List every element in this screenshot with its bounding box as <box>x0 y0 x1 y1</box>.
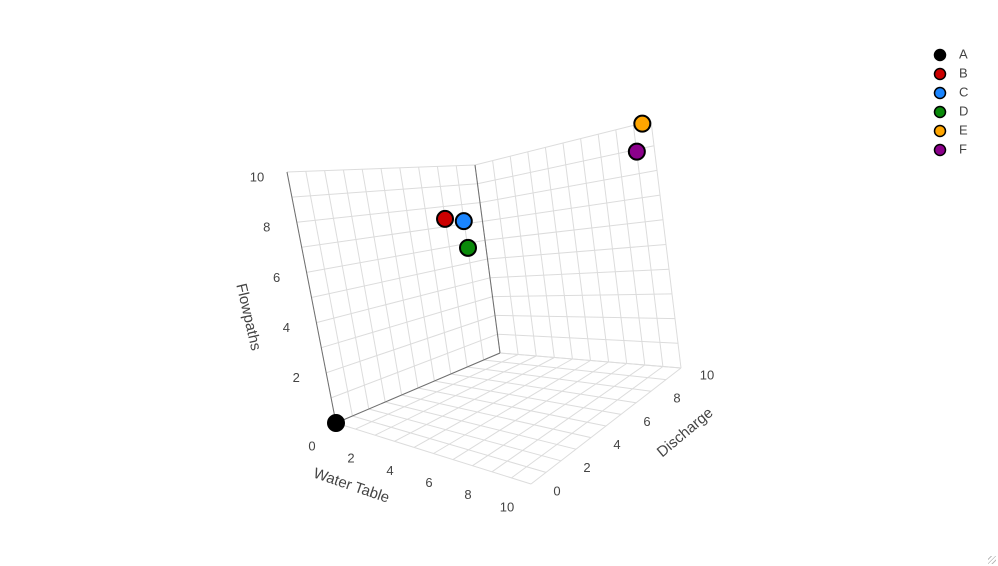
marker-B[interactable] <box>436 209 455 228</box>
left-wall-gridline <box>286 164 476 173</box>
x-tick-label: 6 <box>425 475 432 490</box>
axis-lines <box>286 164 501 424</box>
left-wall-gridline <box>418 167 452 375</box>
y-axis-line <box>335 352 501 424</box>
floor-gridline <box>452 361 609 461</box>
y-tick-label: 2 <box>583 460 590 475</box>
back-wall-gridline <box>650 120 682 369</box>
legend-marker-B[interactable] <box>933 67 947 81</box>
x-tick-label: 0 <box>308 438 315 453</box>
marker-A[interactable] <box>327 414 345 432</box>
floor-gridline <box>483 359 667 381</box>
x-tick-label: 8 <box>464 487 471 502</box>
legend-marker-E[interactable] <box>933 124 947 138</box>
floor-gridline <box>491 364 646 473</box>
legend-label-B[interactable]: B <box>959 65 968 80</box>
floor-gridline <box>530 367 682 485</box>
back-wall-gridline <box>474 120 652 166</box>
back-wall-gridline <box>597 134 628 364</box>
left-wall-gridline <box>306 239 486 273</box>
legend-label-F[interactable]: F <box>959 141 967 156</box>
legend-label-A[interactable]: A <box>959 46 968 61</box>
legend-marker-D[interactable] <box>933 105 947 119</box>
z-tick-label: 2 <box>293 370 300 385</box>
y-tick-label: 8 <box>673 391 680 406</box>
y-tick-label: 4 <box>613 437 620 452</box>
left-wall-gridline <box>436 166 468 368</box>
left-wall-gridline <box>291 183 478 198</box>
back-wall-gridline <box>615 129 646 366</box>
left-wall-gridline <box>399 167 435 382</box>
z-tick-label: 8 <box>263 220 270 235</box>
floor-gridline <box>467 366 652 392</box>
back-wall-gridline <box>482 194 661 222</box>
back-wall-gridline <box>479 169 658 204</box>
left-wall-gridline <box>311 258 488 298</box>
left-wall-gridline <box>455 165 485 361</box>
z-axis-title: Flowpaths <box>232 282 264 352</box>
y-axis-title: Discharge <box>654 404 717 460</box>
left-wall-gridline <box>301 220 483 248</box>
marker-F[interactable] <box>627 142 646 161</box>
z-tick-label: 6 <box>273 270 280 285</box>
marker-C[interactable] <box>454 212 473 231</box>
left-wall-gridline <box>296 202 481 223</box>
legend-marker-C[interactable] <box>933 86 947 100</box>
legend-label-C[interactable]: C <box>959 84 968 99</box>
back-wall-gridline <box>477 145 655 185</box>
x-axis-title: Water Table <box>311 465 391 507</box>
floor-gridline <box>499 352 682 369</box>
floor-gridline <box>417 387 607 427</box>
resize-handle-icon[interactable] <box>988 556 996 564</box>
legend-marker-F[interactable] <box>933 143 947 157</box>
y-tick-label: 0 <box>553 483 560 498</box>
floor-gridline <box>472 363 627 467</box>
grid-layer <box>286 120 682 485</box>
y-tick-label: 10 <box>700 367 714 382</box>
x-tick-label: 2 <box>347 451 354 466</box>
y-tick-label: 6 <box>643 414 650 429</box>
z-tick-label: 4 <box>283 320 290 335</box>
legend-marker-A[interactable] <box>933 48 947 62</box>
back-wall-gridline <box>484 219 664 241</box>
x-tick-label: 10 <box>500 499 514 514</box>
z-axis-line <box>286 171 337 424</box>
legend-label-E[interactable]: E <box>959 122 968 137</box>
x-tick-label: 4 <box>386 463 393 478</box>
back-wall-gridline <box>487 244 667 260</box>
marker-E[interactable] <box>633 114 652 133</box>
tick-labels: 0 2 4 6 8 10 0 2 4 6 8 10 2 4 6 8 10 <box>250 169 714 514</box>
back-wall-gridline <box>580 138 610 363</box>
floor-gridline <box>434 380 622 415</box>
floor-gridline <box>450 373 637 404</box>
z-axis-back-line <box>474 164 501 354</box>
z-tick-label: 10 <box>250 169 264 184</box>
floor-gridline <box>511 366 664 479</box>
data-markers[interactable] <box>327 114 652 432</box>
back-wall-gridline <box>632 125 664 367</box>
legend-label-D[interactable]: D <box>959 103 968 118</box>
axis-titles: Water Table Discharge Flowpaths <box>232 282 716 507</box>
marker-D[interactable] <box>458 238 477 257</box>
